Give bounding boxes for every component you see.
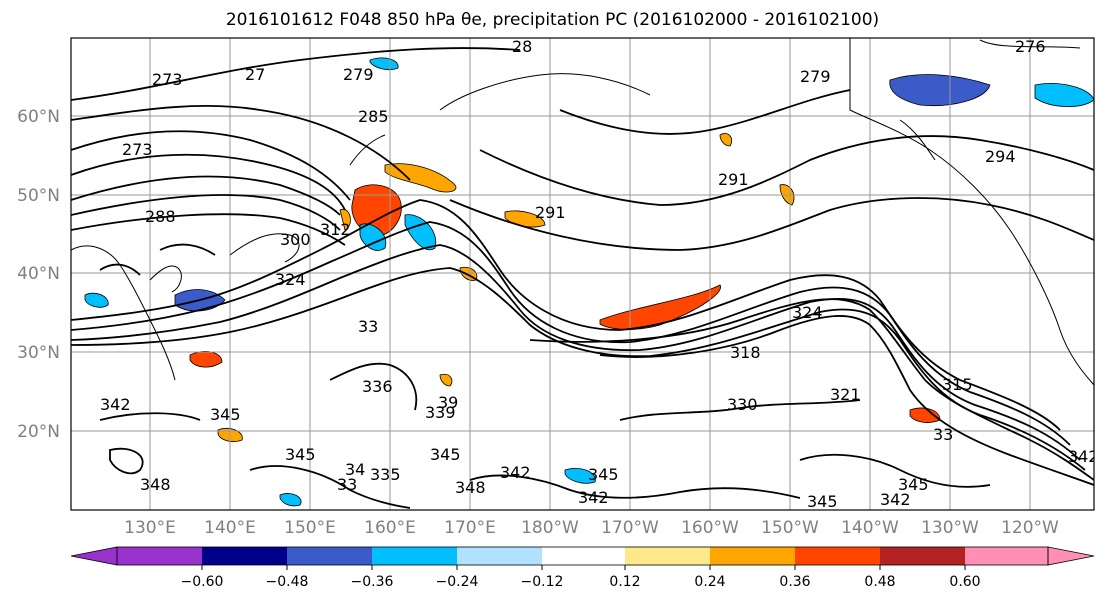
colorbar-tick-label: −0.60 <box>181 574 224 590</box>
contour-label: 33 <box>337 475 357 494</box>
colorbar-segment <box>965 547 1048 565</box>
colorbar-tick-label: −0.12 <box>521 574 564 590</box>
contour-label: 339 <box>425 403 456 422</box>
colorbar-segment <box>795 547 880 565</box>
lat-tick-label: 20°N <box>17 422 60 442</box>
contour-label: 342 <box>880 490 911 509</box>
contour-label: 348 <box>455 478 486 497</box>
contour-label: 345 <box>430 445 461 464</box>
contour-label: 342 <box>100 395 131 414</box>
colorbar-segment <box>372 547 457 565</box>
coastlines <box>71 38 1094 386</box>
contour-label: 345 <box>807 492 838 511</box>
contour-label: 27 <box>245 65 265 84</box>
contour-label: 315 <box>942 375 973 394</box>
colorbar-segment <box>625 547 710 565</box>
contour-labels: 273 27 279 28 285 273 279 276 288 300 31… <box>100 37 1099 511</box>
contour-label: 345 <box>210 405 241 424</box>
contour-label: 348 <box>140 475 171 494</box>
contour-label: 279 <box>800 67 831 86</box>
lon-tick-label: 140°E <box>204 518 256 538</box>
colorbar-tick-label: 0.60 <box>949 574 980 590</box>
contour-label: 324 <box>275 270 306 289</box>
colorbar-tick-label: −0.36 <box>351 574 394 590</box>
contour-label: 345 <box>588 465 619 484</box>
lon-tick-label: 180°W <box>521 518 579 538</box>
lat-tick-label: 40°N <box>17 264 60 284</box>
precip-shading <box>84 57 1094 507</box>
lon-tick-label: 130°E <box>124 518 176 538</box>
lon-tick-label: 140°W <box>841 518 899 538</box>
colorbar-segment <box>880 547 965 565</box>
lon-tick-label: 150°E <box>284 518 336 538</box>
contour-label: 318 <box>730 343 761 362</box>
contour-label: 342 <box>1068 447 1099 466</box>
contour-label: 285 <box>358 107 389 126</box>
contour-label: 279 <box>343 65 374 84</box>
colorbar-tick-label: −0.48 <box>266 574 309 590</box>
colorbar-tick-label: 0.12 <box>609 574 640 590</box>
contour-label: 324 <box>792 303 823 322</box>
colorbar-segment <box>287 547 372 565</box>
map-title: 2016101612 F048 850 hPa θe, precipitatio… <box>225 10 880 30</box>
lon-tick-label: 160°E <box>364 518 416 538</box>
colorbar-segment <box>457 547 542 565</box>
lat-tick-label: 50°N <box>17 186 60 206</box>
contour-label: 321 <box>830 385 861 404</box>
contour-label: 291 <box>535 203 566 222</box>
contour-label: 342 <box>578 488 609 507</box>
contour-label: 288 <box>145 207 176 226</box>
lon-tick-label: 170°E <box>444 518 496 538</box>
contour-label: 294 <box>985 147 1016 166</box>
colorbar-tick-label: −0.24 <box>436 574 479 590</box>
contour-label: 33 <box>933 425 953 444</box>
colorbar: −0.60 −0.48 −0.36 −0.24 −0.12 0.12 0.24 … <box>70 546 1095 590</box>
colorbar-extend-low <box>70 546 118 566</box>
lon-tick-label: 160°W <box>681 518 739 538</box>
colorbar-segment <box>117 547 202 565</box>
lon-axis: 130°E 140°E 150°E 160°E 170°E 180°W 170°… <box>124 518 1059 538</box>
lat-tick-label: 30°N <box>17 343 60 363</box>
contour-label: 276 <box>1015 37 1046 56</box>
lon-tick-label: 120°W <box>1001 518 1059 538</box>
colorbar-tick-label: 0.48 <box>864 574 895 590</box>
map-frame <box>70 37 1095 511</box>
colorbar-segment <box>202 547 287 565</box>
colorbar-segment <box>710 547 795 565</box>
contour-label: 39 <box>438 393 458 412</box>
theta-e-contours <box>71 47 1094 509</box>
contour-label: 345 <box>898 475 929 494</box>
contour-label: 342 <box>500 463 531 482</box>
contour-label: 33 <box>358 317 378 336</box>
contour-label: 28 <box>512 37 532 56</box>
contour-label: 273 <box>152 70 183 89</box>
map-plot-area: 273 27 279 28 285 273 279 276 288 300 31… <box>71 37 1099 511</box>
contour-label: 330 <box>727 395 758 414</box>
contour-label: 291 <box>718 170 749 189</box>
contour-label: 345 <box>285 445 316 464</box>
colorbar-extend-high <box>1047 546 1095 566</box>
contour-label: 34 <box>345 460 365 479</box>
colorbar-tick-label: 0.36 <box>779 574 810 590</box>
lon-tick-label: 150°W <box>761 518 819 538</box>
contour-label: 335 <box>370 465 401 484</box>
contour-label: 312 <box>320 220 351 239</box>
lat-tick-label: 60°N <box>17 107 60 127</box>
colorbar-segment <box>542 547 625 565</box>
lat-axis: 60°N 50°N 40°N 30°N 20°N <box>17 107 60 442</box>
graticule <box>71 38 1094 510</box>
lon-tick-label: 170°W <box>601 518 659 538</box>
contour-label: 336 <box>362 377 393 396</box>
contour-label: 300 <box>280 230 311 249</box>
colorbar-tick-label: 0.24 <box>694 574 725 590</box>
lon-tick-label: 130°W <box>921 518 979 538</box>
contour-label: 273 <box>122 140 153 159</box>
